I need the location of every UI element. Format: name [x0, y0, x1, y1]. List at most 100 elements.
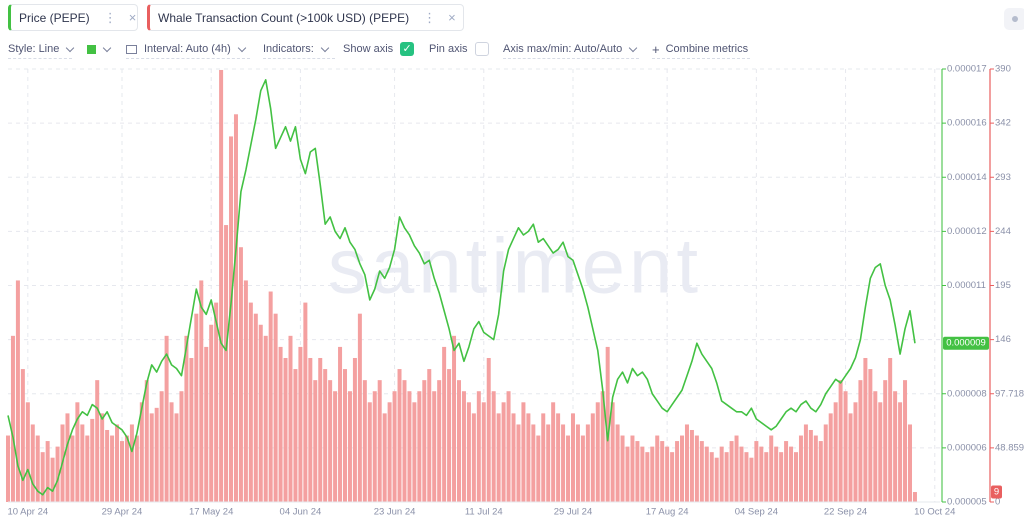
bar: [95, 380, 100, 502]
bar: [853, 402, 858, 502]
bar: [110, 435, 115, 502]
bar: [585, 424, 590, 502]
y-tick-label: 0.000008: [947, 388, 987, 399]
bar: [675, 441, 680, 502]
bar: [511, 413, 516, 502]
bar: [561, 424, 566, 502]
show-axis-toggle[interactable]: Show axis ✓: [343, 41, 415, 57]
bar: [124, 435, 129, 502]
bar: [50, 457, 55, 502]
settings-button[interactable]: [1004, 8, 1024, 30]
bar: [744, 452, 749, 502]
x-tick-label: 10 Apr 24: [7, 507, 48, 518]
color-swatch: [87, 44, 96, 54]
x-tick-label: 10 Oct 24: [914, 507, 955, 518]
bar: [531, 424, 536, 502]
bar: [784, 441, 789, 502]
y-tick-label: 0.000017: [947, 64, 987, 75]
bar: [818, 441, 823, 502]
x-tick-label: 23 Jun 24: [374, 507, 416, 518]
bar: [278, 346, 283, 502]
last-value-box: [943, 336, 989, 350]
x-tick-label: 04 Sep 24: [735, 507, 778, 518]
bar: [80, 424, 85, 502]
bar: [447, 369, 452, 502]
y2-tick-label: 0: [995, 497, 1000, 508]
bar: [6, 435, 10, 502]
bar: [471, 413, 476, 502]
bar: [119, 441, 124, 502]
bar: [298, 346, 303, 502]
bar: [823, 424, 828, 502]
menu-icon[interactable]: ⋮: [103, 9, 117, 25]
bar: [694, 435, 699, 502]
combine-button[interactable]: + Combine metrics: [652, 41, 748, 57]
x-tick-label: 17 May 24: [189, 507, 233, 518]
bar: [10, 335, 15, 502]
style-select[interactable]: Style: Line: [8, 41, 75, 57]
bar: [828, 413, 833, 502]
bar: [263, 335, 268, 502]
bar: [684, 424, 689, 502]
bar: [338, 346, 343, 502]
bar: [323, 369, 328, 502]
bar: [189, 357, 194, 502]
underline: [652, 58, 750, 60]
legend-tab[interactable]: Whale Transaction Count (>100k USD) (PEP…: [147, 4, 464, 31]
indicators-select[interactable]: Indicators:: [263, 41, 329, 57]
bar: [610, 402, 615, 502]
bar: [199, 280, 204, 502]
bar: [541, 413, 546, 502]
bar: [382, 413, 387, 502]
y2-tick-label: 293: [995, 172, 1011, 183]
checkbox[interactable]: [474, 42, 489, 56]
checkbox-checked[interactable]: ✓: [400, 42, 415, 56]
bar: [343, 369, 348, 502]
toolbar-label: Axis max/min: Auto/Auto: [503, 43, 623, 55]
bar: [283, 357, 288, 502]
bar: [115, 424, 120, 502]
bar: [719, 446, 724, 502]
bar: [328, 380, 333, 502]
bar: [387, 402, 392, 502]
bar: [868, 369, 873, 502]
bar: [154, 407, 159, 502]
menu-icon[interactable]: ⋮: [423, 9, 437, 25]
bar: [466, 402, 471, 502]
axis-maxmin-select[interactable]: Axis max/min: Auto/Auto: [503, 41, 638, 57]
legend-label: Whale Transaction Count (>100k USD) (PEP…: [158, 10, 410, 25]
bar: [873, 391, 878, 502]
y2-tick-label: 195: [995, 280, 1011, 291]
price-line: [7, 79, 916, 496]
y2-tick-label: 342: [995, 118, 1011, 129]
bar: [486, 357, 491, 502]
bar: [580, 435, 585, 502]
bar: [689, 429, 694, 502]
bar: [347, 391, 352, 502]
bar: [833, 402, 838, 502]
color-select[interactable]: [87, 41, 112, 57]
interval-select[interactable]: Interval: Auto (4h): [126, 41, 247, 57]
close-icon[interactable]: ×: [448, 10, 456, 25]
bar: [224, 225, 229, 502]
bar: [655, 435, 660, 502]
bar: [174, 413, 179, 502]
y-tick-label: 0.000016: [947, 118, 987, 129]
bar: [253, 313, 258, 502]
bar: [397, 369, 402, 502]
x-tick-label: 22 Sep 24: [824, 507, 867, 518]
legend-tab[interactable]: Price (PEPE) ⋮ ×: [8, 4, 138, 31]
bar: [888, 357, 893, 502]
bar: [204, 346, 209, 502]
bar: [333, 391, 338, 502]
y2-tick-label: 48.859: [995, 442, 1024, 453]
bar: [432, 391, 437, 502]
pin-axis-toggle[interactable]: Pin axis: [429, 41, 489, 57]
bar: [704, 446, 709, 502]
bar: [229, 136, 234, 503]
bar: [595, 402, 600, 502]
toolbar-label: Pin axis: [429, 43, 468, 55]
close-icon[interactable]: ×: [128, 10, 137, 25]
bar: [164, 335, 169, 502]
bar: [417, 391, 422, 502]
